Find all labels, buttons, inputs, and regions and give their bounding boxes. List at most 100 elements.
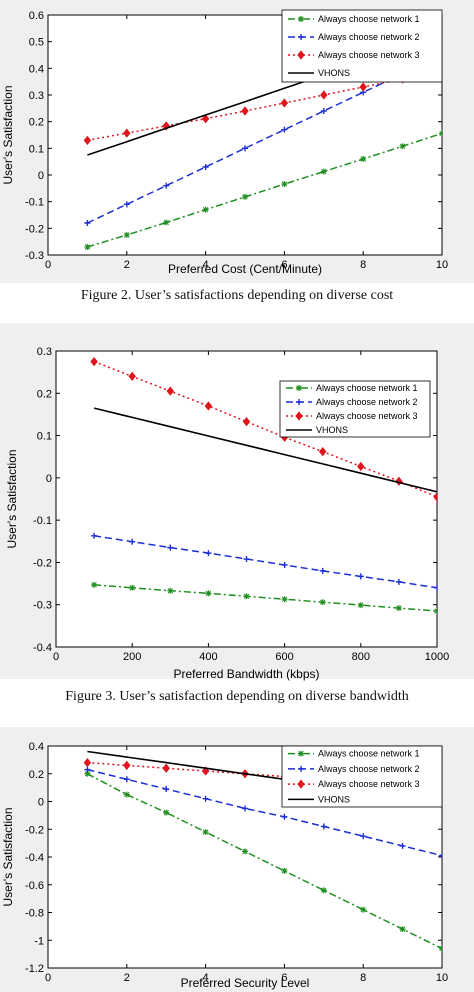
data-point xyxy=(241,106,249,116)
data-point xyxy=(123,776,130,783)
data-point xyxy=(91,532,98,539)
data-point xyxy=(434,608,437,615)
data-point xyxy=(319,567,326,574)
data-point xyxy=(357,573,364,580)
data-point xyxy=(318,446,327,457)
y-axis-label: User's Satisfaction xyxy=(1,86,15,185)
series-line xyxy=(93,535,437,589)
y-axis-label: User's Satisfaction xyxy=(1,808,15,907)
data-point xyxy=(281,596,288,603)
data-point xyxy=(163,182,170,189)
data-point xyxy=(281,181,288,188)
x-tick-label: 4 xyxy=(203,972,209,984)
data-point xyxy=(280,98,289,108)
data-point xyxy=(205,590,212,597)
y-tick-label: -1.2 xyxy=(25,963,44,975)
data-point xyxy=(123,201,130,208)
series-line xyxy=(87,768,442,857)
data-point xyxy=(163,809,170,816)
data-point xyxy=(91,581,98,588)
data-point xyxy=(84,220,91,226)
x-tick-label: 4 xyxy=(203,259,209,271)
data-point xyxy=(360,156,367,162)
legend-marker xyxy=(296,399,302,405)
series-1 xyxy=(91,581,437,615)
data-point xyxy=(123,791,130,798)
y-tick-label: 0.1 xyxy=(29,143,44,155)
legend: Always choose network 1 Always choose net… xyxy=(279,380,431,438)
data-point xyxy=(399,143,406,150)
y-tick-label: -0.1 xyxy=(25,197,44,209)
legend-marker xyxy=(298,765,304,772)
y-tick-label: 0.2 xyxy=(29,117,44,129)
legend-entry: Always choose network 2 xyxy=(318,764,420,774)
y-tick-label: -0.2 xyxy=(33,557,52,569)
series-3 xyxy=(90,356,437,502)
data-point xyxy=(83,758,92,768)
data-point xyxy=(439,945,442,952)
series-4 xyxy=(93,407,437,493)
y-tick-label: 0.2 xyxy=(29,769,44,781)
x-axis-label: Preferred Cost (Cent/Minute) xyxy=(168,262,322,276)
data-point xyxy=(129,538,136,545)
x-axis-label: Preferred Bandwidth (kbps) xyxy=(173,667,319,681)
series-line xyxy=(94,584,437,612)
data-point xyxy=(166,386,175,396)
data-point xyxy=(128,371,136,382)
data-point xyxy=(163,786,170,793)
data-point xyxy=(399,926,406,933)
legend-entry: Always choose network 2 xyxy=(318,32,420,42)
data-point xyxy=(84,766,91,773)
legend-entry: Always choose network 3 xyxy=(318,779,420,789)
data-point xyxy=(242,145,248,152)
chart-1: 0 2 4 6 8 10 -0.3 -0.2 -0.1 0 0.1 0.2 0.3 0.4 0.5 0.6 Pr… xyxy=(1,9,448,276)
legend-marker xyxy=(295,411,303,421)
data-point xyxy=(439,130,442,137)
y-tick-label: 0.6 xyxy=(29,10,44,22)
y-tick-label: 0.4 xyxy=(29,741,44,753)
y-tick-label: 0 xyxy=(46,473,52,485)
data-point xyxy=(360,833,367,840)
series-line xyxy=(93,360,437,498)
y-tick-label: -0.2 xyxy=(25,223,44,235)
x-tick-label: 0 xyxy=(45,972,51,984)
legend-marker xyxy=(296,385,302,391)
x-tick-label: 10 xyxy=(436,259,448,271)
y-tick-label: -0.1 xyxy=(33,515,52,527)
data-point xyxy=(242,193,248,200)
x-tick-label: 0 xyxy=(45,259,51,271)
y-tick-label: -0.3 xyxy=(33,600,52,612)
data-point xyxy=(360,906,367,913)
legend-marker xyxy=(298,16,304,22)
data-point xyxy=(83,135,92,145)
legend-entry: Always choose network 3 xyxy=(318,50,420,60)
y-tick-label: -1 xyxy=(34,935,44,947)
x-tick-label: 400 xyxy=(199,651,217,663)
y-tick-label: -0.4 xyxy=(33,642,52,654)
legend-box xyxy=(281,745,443,808)
data-point xyxy=(434,584,437,591)
data-point xyxy=(281,867,288,874)
figure-3-caption: Figure 3. User’s satisfaction depending … xyxy=(65,689,409,704)
x-tick-label: 600 xyxy=(275,651,293,663)
y-tick-label: -0.6 xyxy=(25,880,44,892)
series-line xyxy=(87,773,442,950)
data-point xyxy=(167,587,174,594)
data-point xyxy=(90,356,98,367)
legend-entry: Always choose network 1 xyxy=(316,383,418,393)
data-point xyxy=(320,887,327,894)
x-tick-label: 2 xyxy=(124,259,130,271)
y-tick-label: 0.1 xyxy=(37,431,52,443)
y-tick-label: -0.4 xyxy=(25,852,44,864)
x-tick-label: 2 xyxy=(124,972,130,984)
series-2 xyxy=(91,532,437,591)
legend-entry: VHONS xyxy=(318,794,350,804)
y-tick-label: 0.3 xyxy=(37,346,52,358)
y-tick-label: -0.3 xyxy=(25,250,44,262)
chart-3: 0 2 4 6 8 10 -1.2 -1 -0.8 -0.6 -0.4 -0.2 0 0.2 0.4 Pref… xyxy=(1,741,448,990)
data-point xyxy=(395,578,402,585)
y-axis-label: User's Satisfaction xyxy=(5,450,19,549)
series-line xyxy=(87,70,442,142)
data-point xyxy=(123,128,131,138)
